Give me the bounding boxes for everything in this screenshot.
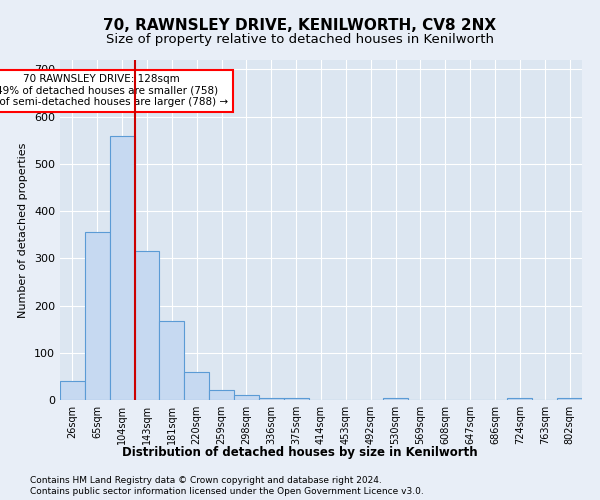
Text: 70 RAWNSLEY DRIVE: 128sqm
← 49% of detached houses are smaller (758)
51% of semi: 70 RAWNSLEY DRIVE: 128sqm ← 49% of detac… — [0, 74, 229, 108]
Bar — [184, 372, 209, 400]
Text: Distribution of detached houses by size in Kenilworth: Distribution of detached houses by size … — [122, 446, 478, 459]
Bar — [557, 398, 582, 400]
Bar — [284, 398, 308, 400]
Bar — [110, 136, 134, 400]
Bar — [209, 390, 234, 400]
Bar — [134, 251, 160, 400]
Bar — [85, 232, 110, 400]
Text: Size of property relative to detached houses in Kenilworth: Size of property relative to detached ho… — [106, 32, 494, 46]
Bar — [508, 398, 532, 400]
Bar — [383, 398, 408, 400]
Text: Contains HM Land Registry data © Crown copyright and database right 2024.: Contains HM Land Registry data © Crown c… — [30, 476, 382, 485]
Bar — [234, 396, 259, 400]
Bar — [259, 398, 284, 400]
Y-axis label: Number of detached properties: Number of detached properties — [19, 142, 28, 318]
Bar — [160, 320, 184, 400]
Text: Contains public sector information licensed under the Open Government Licence v3: Contains public sector information licen… — [30, 488, 424, 496]
Bar — [60, 381, 85, 400]
Text: 70, RAWNSLEY DRIVE, KENILWORTH, CV8 2NX: 70, RAWNSLEY DRIVE, KENILWORTH, CV8 2NX — [103, 18, 497, 32]
